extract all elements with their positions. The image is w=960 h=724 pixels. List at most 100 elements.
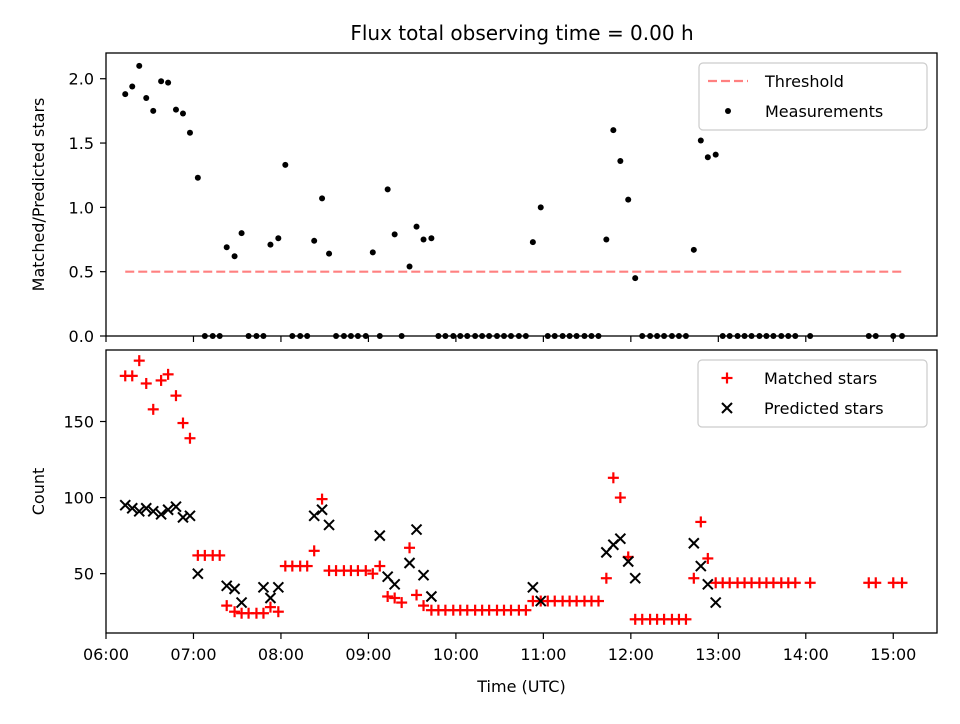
predicted-stars-point: [535, 595, 547, 607]
predicted-stars-point: [133, 505, 145, 517]
y-axis-label: Count: [29, 468, 48, 516]
measurement-point: [165, 79, 172, 86]
measurement-point: [632, 275, 639, 282]
predicted-stars-point: [257, 581, 270, 594]
matched-stars-point: [126, 370, 138, 382]
measurement-point: [223, 244, 230, 251]
predicted-stars-point: [695, 560, 707, 572]
measurement-point: [194, 174, 201, 181]
y-tick-label: 1.5: [69, 134, 94, 153]
matched-stars-point: [184, 432, 196, 444]
measurement-point: [625, 196, 632, 203]
predicted-stars-point: [228, 583, 241, 595]
measurement-point: [122, 91, 129, 98]
chart-title: Flux total observing time = 0.00 h: [350, 21, 693, 45]
predicted-stars-point: [264, 592, 277, 604]
predicted-stars-point: [316, 504, 328, 516]
x-tick-label: 15:00: [870, 645, 916, 664]
predicted-stars-point: [688, 537, 700, 549]
predicted-stars-point: [126, 502, 138, 514]
x-tick-label: 09:00: [345, 645, 391, 664]
matched-stars-point: [389, 592, 401, 604]
matched-stars-point: [680, 613, 692, 625]
predicted-stars-point: [410, 523, 423, 536]
predicted-stars-point: [417, 569, 430, 581]
predicted-stars-point: [374, 529, 386, 542]
y-tick-label: 0.0: [69, 327, 94, 346]
x-tick-label: 10:00: [433, 645, 479, 664]
legend: Matched stars Predicted stars: [697, 359, 928, 428]
measurement-point: [529, 239, 536, 246]
measurement-point: [136, 62, 143, 69]
measurement-point: [603, 236, 610, 243]
matched-stars-point: [177, 417, 189, 429]
x-tick-label: 07:00: [170, 645, 216, 664]
matched-stars-point: [155, 374, 167, 386]
measurement-point: [704, 154, 711, 161]
matched-stars-point: [702, 552, 714, 564]
matched-stars-point: [133, 355, 145, 367]
predicted-stars-point: [323, 519, 335, 531]
matched-stars-point: [214, 549, 226, 561]
predicted-stars-point: [622, 555, 634, 568]
measurement-point: [391, 231, 398, 238]
y-tick-label: 150: [63, 413, 94, 432]
legend-label: Measurements: [765, 102, 883, 121]
measurement-point: [231, 253, 238, 260]
predicted-stars-point: [155, 508, 167, 521]
legend-predicted-swatch: [721, 402, 733, 414]
measurement-point: [610, 127, 617, 134]
matched-stars-point: [257, 607, 269, 619]
measurement-point: [384, 186, 391, 193]
predicted-stars-point: [425, 590, 438, 603]
predicted-stars-point: [388, 578, 401, 591]
matched-stars-point: [600, 572, 612, 584]
measurement-point: [238, 230, 245, 237]
predicted-stars-point: [140, 502, 152, 514]
measurement-point: [690, 246, 697, 253]
predicted-stars-point: [709, 596, 722, 609]
matched-stars-point: [870, 577, 882, 589]
measurement-point: [420, 236, 427, 243]
measurement-point: [282, 161, 289, 168]
matched-stars-point: [418, 600, 430, 612]
matched-stars-point: [614, 492, 626, 504]
matched-stars-point: [396, 597, 408, 609]
measurement-point: [319, 195, 326, 202]
matched-stars-point: [140, 377, 152, 389]
matched-stars-point: [308, 545, 320, 557]
matched-stars-point: [264, 601, 276, 613]
matched-stars-point: [367, 568, 379, 580]
bottom-panel: 06:00 07:00 08:00 09:00 10:00 11:00 12:00 13:00…: [29, 349, 938, 696]
matched-stars-point: [404, 542, 416, 554]
predicted-stars-point: [119, 499, 131, 511]
measurement-point: [129, 83, 136, 90]
predicted-stars-point: [702, 578, 714, 591]
matched-stars-point: [229, 606, 241, 618]
axes-frame: [105, 52, 938, 337]
measurement-point: [186, 129, 193, 136]
measurement-point: [369, 249, 376, 256]
x-tick-label: 12:00: [608, 645, 654, 664]
matched-stars-point: [789, 577, 801, 589]
matched-stars-point: [316, 493, 328, 505]
predicted-stars-point: [221, 580, 233, 592]
measurement-point: [143, 95, 150, 102]
measurement-point: [275, 235, 282, 242]
matched-stars-point: [896, 577, 908, 589]
y-tick-label: 50: [74, 565, 94, 584]
measurement-point: [413, 223, 420, 230]
measurement-point: [617, 158, 624, 165]
matched-stars-point: [162, 368, 174, 380]
matched-stars-point: [592, 595, 604, 607]
measurement-point: [406, 263, 413, 270]
y-tick-label: 2.0: [69, 70, 94, 89]
matched-stars-point: [221, 600, 233, 612]
legend-box: [698, 62, 928, 131]
x-tick-label: 14:00: [783, 645, 829, 664]
legend-box: [697, 359, 928, 428]
measurement-point: [712, 151, 719, 158]
x-tick-label: 13:00: [695, 645, 741, 664]
predicted-stars-point: [235, 596, 248, 609]
